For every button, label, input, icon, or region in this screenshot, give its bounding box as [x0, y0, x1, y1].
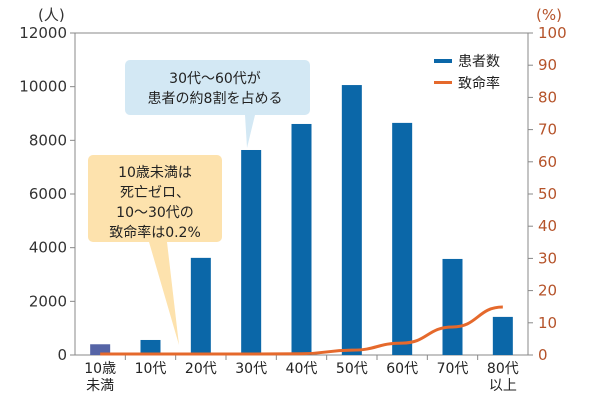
x-tick-label: 70代 — [437, 361, 469, 377]
right-tick-label: 100 — [538, 24, 567, 42]
left-tick-label: 8000 — [29, 131, 67, 149]
callout-text: 10歳未満は — [118, 165, 192, 181]
x-tick-label: 30代 — [235, 361, 267, 377]
right-tick-label: 60 — [538, 153, 557, 171]
x-tick-label: 10歳未満 — [84, 361, 116, 394]
bar — [140, 339, 161, 355]
bar — [341, 85, 362, 355]
x-tick-label: 50代 — [336, 361, 368, 377]
callout-text: 死亡ゼロ、 — [120, 185, 190, 201]
callout-bubble-orange — [88, 155, 222, 345]
right-tick-label: 50 — [538, 185, 557, 203]
right-tick-label: 10 — [538, 314, 557, 332]
callout-text: 10〜30代の — [116, 205, 194, 221]
right-tick-label: 40 — [538, 217, 557, 235]
left-tick-label: 6000 — [29, 185, 67, 203]
bar — [241, 149, 262, 355]
x-tick-label: 10代 — [135, 361, 167, 377]
x-tick-label: 20代 — [185, 361, 217, 377]
bar — [190, 257, 211, 355]
legend-label-patients: 患者数 — [458, 54, 500, 70]
callout-text: 30代〜60代が — [169, 71, 261, 87]
right-tick-label: 70 — [538, 121, 557, 139]
legend-swatch-patients — [434, 59, 452, 63]
bar — [492, 316, 513, 355]
right-axis-unit: (%) — [536, 6, 562, 24]
left-axis-unit: (人) — [38, 6, 65, 24]
legend: 患者数 致命率 — [434, 54, 500, 92]
x-tick-label: 40代 — [286, 361, 318, 377]
right-tick-label: 0 — [538, 346, 548, 364]
bar — [90, 344, 111, 355]
left-tick-label: 10000 — [19, 78, 67, 96]
left-tick-label: 2000 — [29, 292, 67, 310]
bar — [392, 122, 413, 356]
x-tick-label: 60代 — [386, 361, 418, 377]
bar — [291, 123, 312, 355]
left-tick-label: 12000 — [19, 24, 67, 42]
right-tick-label: 90 — [538, 56, 557, 74]
callout-text: 致命率は0.2% — [109, 224, 201, 241]
x-tick-label: 80代以上 — [487, 361, 519, 394]
bar — [442, 258, 463, 355]
left-tick-label: 0 — [57, 346, 67, 364]
legend-swatch-fatality — [434, 81, 452, 84]
callout-bubble-blue — [125, 60, 310, 148]
legend-label-fatality: 致命率 — [458, 75, 500, 92]
callout-text: 患者の約8割を占める — [148, 90, 283, 107]
right-tick-label: 80 — [538, 88, 557, 106]
left-tick-label: 4000 — [29, 239, 67, 257]
right-tick-label: 30 — [538, 249, 557, 267]
right-tick-label: 20 — [538, 282, 557, 300]
fatality-line — [100, 305, 503, 356]
